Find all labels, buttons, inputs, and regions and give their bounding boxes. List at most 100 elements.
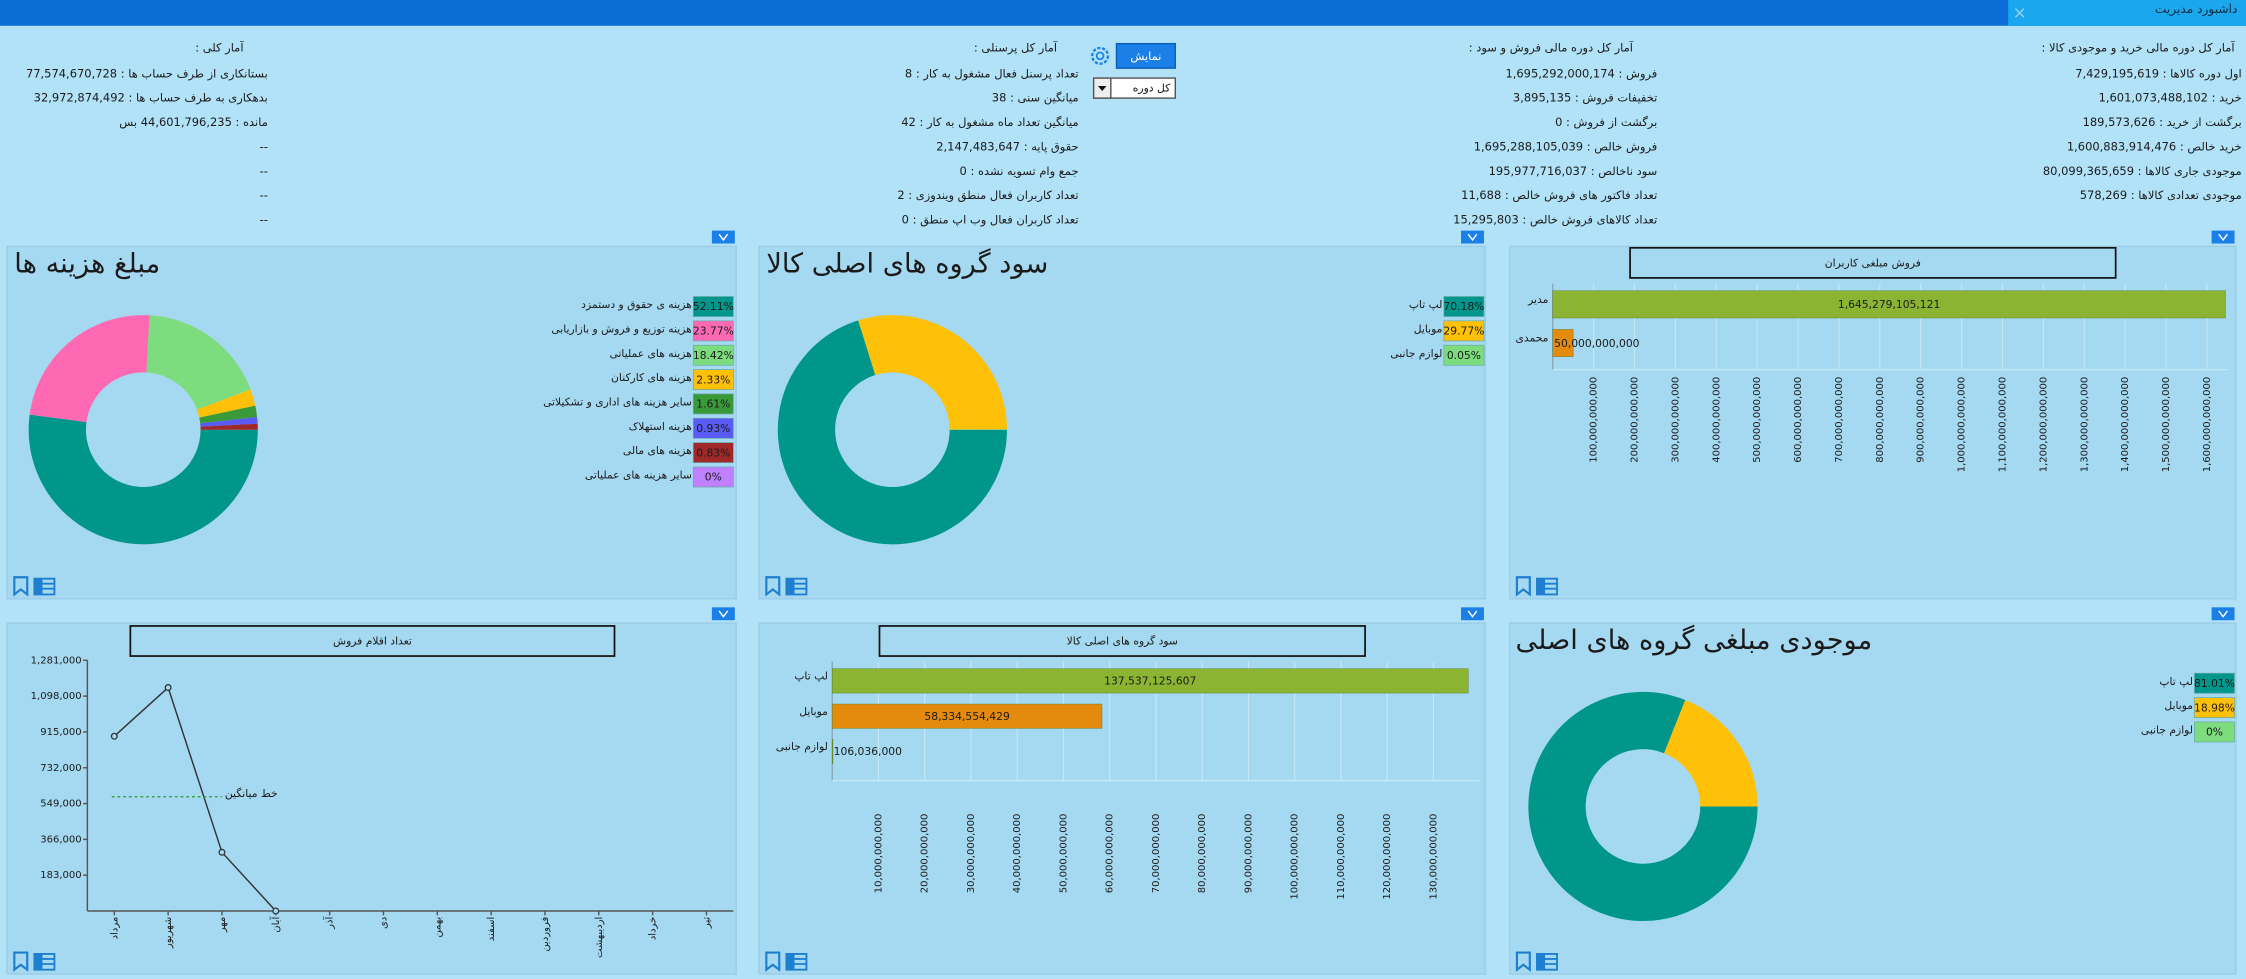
bookmark-icon[interactable] <box>1515 951 1531 972</box>
table-icon-head <box>1536 578 1545 595</box>
stats-item: مانده : 44,601,796,235 بس <box>119 115 268 129</box>
y-tick-label: 183,000 <box>40 870 81 881</box>
legend-swatch <box>1443 344 1485 366</box>
chart-title: سود گروه های اصلی کالا <box>1067 635 1178 648</box>
x-tick-label: 1,400,000,000,000 <box>2120 377 2131 473</box>
bookmark-icon[interactable] <box>765 951 781 972</box>
stats-item: -- <box>259 212 268 226</box>
legend-value: 0.93% <box>696 422 730 435</box>
category-label: مدیر <box>1527 293 1548 306</box>
table-icon-head <box>786 953 794 970</box>
collapse-chevron <box>718 233 729 242</box>
x-tick-label: مهر <box>217 917 228 934</box>
collapse-chevron <box>2218 233 2228 242</box>
period-select[interactable]: کل دوره <box>1092 77 1177 99</box>
bookmark-icon[interactable] <box>13 576 29 597</box>
stats-item: سود ناخالص : 195,977,716,037 <box>1488 164 1658 177</box>
legend-swatch <box>692 466 734 488</box>
x-tick-label: آذر <box>323 916 336 930</box>
line-point <box>110 732 118 740</box>
x-tick-label: دی <box>378 917 389 929</box>
x-tick-label: 1,200,000,000,000 <box>2038 377 2049 473</box>
collapse-button[interactable] <box>711 607 735 621</box>
bookmark-icon[interactable] <box>1515 576 1531 597</box>
table-icon[interactable] <box>33 577 56 596</box>
close-icon[interactable] <box>2011 4 2028 21</box>
title-area <box>2008 0 2246 26</box>
legend-swatch <box>692 442 734 464</box>
legend-swatch <box>692 369 734 390</box>
x-tick-label: 10,000,000,000 <box>873 814 884 894</box>
stats-item: برگشت از خرید : 189,573,626 <box>2082 115 2242 129</box>
collapse-button[interactable] <box>1461 230 1484 244</box>
collapse-button[interactable] <box>1461 607 1484 621</box>
x-tick-label: 1,500,000,000,000 <box>2161 377 2172 473</box>
stats-item: -- <box>259 188 268 202</box>
title-bar: داشبورد مدیریت <box>0 0 2246 26</box>
bookmark-icon[interactable] <box>765 576 781 597</box>
x-tick-label: بهمن <box>432 917 443 938</box>
table-icon-head <box>34 578 42 595</box>
stats-item: تعداد پرسنل فعال مشغول به کار : 8 <box>904 66 1079 80</box>
bookmark-icon[interactable] <box>13 951 29 972</box>
pie-slice <box>1528 691 1758 922</box>
legend-value: 18.98% <box>2194 701 2235 714</box>
select-arrow[interactable] <box>1092 77 1113 99</box>
collapse-button[interactable] <box>711 230 735 244</box>
x-tick-label: فروردین <box>540 917 551 952</box>
chart-title: فروش مبلغی کاربران <box>1825 257 1921 270</box>
stats-heading: آمار کل پرسنلی : <box>973 41 1058 55</box>
stats-item: -- <box>259 164 268 177</box>
table-icon[interactable] <box>785 577 808 596</box>
x-tick-label: 700,000,000,000 <box>1834 377 1845 463</box>
show-button[interactable]: نمایش <box>1115 42 1177 69</box>
collapse-chevron <box>1467 233 1478 242</box>
pie-slice <box>1664 699 1758 807</box>
legend-swatch <box>692 393 734 415</box>
chart-title: تعداد اقلام فروش <box>333 635 412 648</box>
x-tick-label: 50,000,000,000 <box>1058 814 1069 894</box>
legend-label: لپ تاپ <box>2159 675 2193 688</box>
chart-title: سود گروه های اصلی کالا <box>766 247 1048 279</box>
stats-item: تخفیفات فروش : 3,895,135 <box>1512 90 1658 104</box>
table-icon[interactable] <box>1536 953 1558 971</box>
collapse-button[interactable] <box>2211 230 2235 244</box>
category-label: محمدی <box>1516 332 1549 345</box>
x-tick-label: 200,000,000,000 <box>1629 377 1640 463</box>
pie-slice <box>200 417 258 427</box>
bar <box>832 739 834 764</box>
pie-slice <box>196 389 256 418</box>
x-tick-label: آبان <box>269 916 282 933</box>
x-tick-label: 1,100,000,000,000 <box>1997 377 2008 473</box>
category-label: لپ تاپ <box>794 670 828 683</box>
stats-item: تعداد فاکتور های فروش خالص : 11,688 <box>1461 188 1658 202</box>
x-tick-label: 90,000,000,000 <box>1243 814 1254 894</box>
legend-label: لپ تاپ <box>1409 298 1443 311</box>
stats-item: موجودی تعدادی کالاها : 578,269 <box>2079 188 2242 202</box>
legend-value: 1.61% <box>696 398 730 411</box>
line-series <box>113 686 277 912</box>
legend-label: موبایل <box>1414 322 1443 335</box>
legend-swatch <box>1443 320 1485 342</box>
legend-value: 70.18% <box>1443 300 1484 313</box>
table-icon[interactable] <box>785 953 808 971</box>
table-icon[interactable] <box>1536 577 1558 596</box>
settings-icon[interactable] <box>1089 44 1112 67</box>
y-tick-label: 549,000 <box>40 799 81 810</box>
bar-value-label: 106,036,000 <box>834 745 902 758</box>
collapse-button[interactable] <box>2211 607 2235 621</box>
stats-heading: آمار کلی : <box>195 41 244 55</box>
x-tick-label: 500,000,000,000 <box>1752 377 1763 463</box>
x-tick-label: 600,000,000,000 <box>1793 377 1804 463</box>
x-tick-label: 70,000,000,000 <box>1151 814 1162 894</box>
x-tick-label: 100,000,000,000 <box>1290 814 1301 900</box>
legend-value: 29.77% <box>1443 325 1484 338</box>
y-tick-label: 915,000 <box>40 727 81 738</box>
table-icon[interactable] <box>33 953 56 971</box>
pie-slice <box>28 414 258 545</box>
legend-value: 0.83% <box>696 446 730 459</box>
x-tick-label: 1,000,000,000,000 <box>1957 377 1968 473</box>
line-point <box>164 684 172 692</box>
legend-value: 0% <box>2206 726 2223 739</box>
x-tick-label: شهریور <box>163 917 174 949</box>
